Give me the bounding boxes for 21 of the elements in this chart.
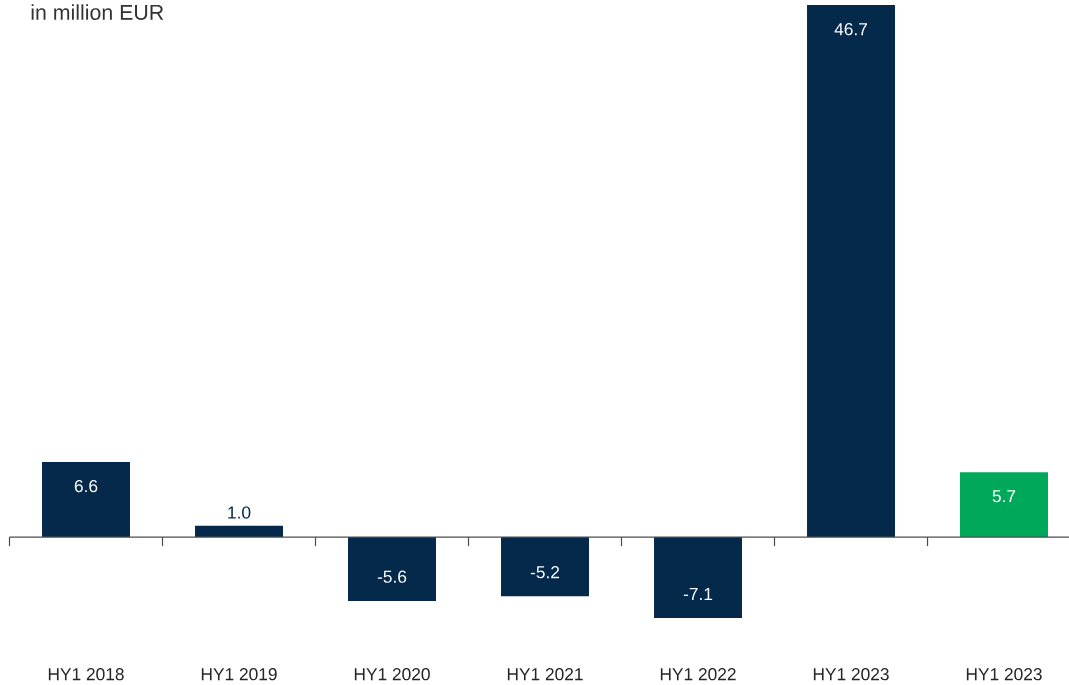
data-label: -5.2 <box>530 566 560 579</box>
x-tick-label: HY1 2019 <box>201 668 277 681</box>
data-label: -5.6 <box>377 570 407 583</box>
bar <box>42 461 130 538</box>
bar <box>807 4 895 538</box>
chart-title: in million EUR <box>31 4 164 20</box>
x-tick-label: HY1 2022 <box>660 668 736 681</box>
data-label: 6.6 <box>74 479 98 493</box>
bar <box>501 537 589 597</box>
bar <box>654 537 742 618</box>
x-tick-label: HY1 2020 <box>354 668 430 681</box>
x-tick-label: HY1 2023 <box>966 668 1042 681</box>
data-label: -7.1 <box>683 588 713 600</box>
x-tick-label: HY1 2018 <box>48 668 124 681</box>
bar <box>960 472 1048 538</box>
data-label: 5.7 <box>992 490 1016 503</box>
bar <box>348 537 436 601</box>
data-label: 1.0 <box>228 506 251 519</box>
x-tick-label: HY1 2023 <box>813 668 889 681</box>
data-label: 46.7 <box>834 23 867 36</box>
x-tick-label: HY1 2021 <box>507 668 583 681</box>
